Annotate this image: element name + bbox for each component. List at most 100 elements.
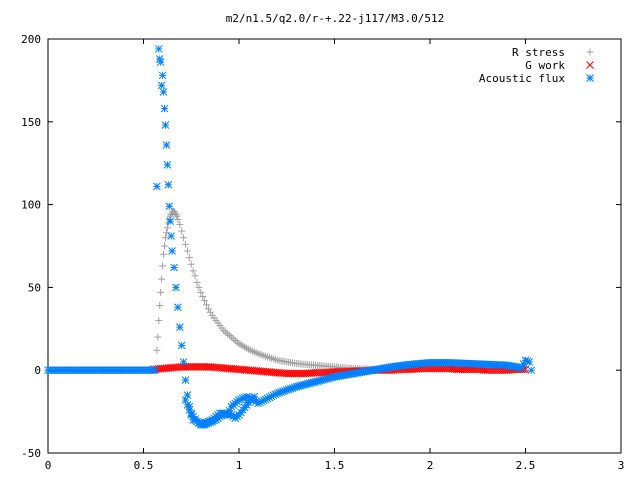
data-point-cross xyxy=(284,369,293,378)
y-tick-label: 150 xyxy=(21,116,41,129)
legend-marker-star xyxy=(586,74,594,82)
data-point-plus xyxy=(201,297,209,305)
series-baseline xyxy=(44,366,159,375)
y-tick-label: 200 xyxy=(21,33,41,46)
data-point-star xyxy=(179,358,188,366)
data-point-cross xyxy=(193,363,201,371)
data-point-star xyxy=(157,81,166,90)
x-tick-label: 1.5 xyxy=(325,459,345,472)
data-point-star xyxy=(166,217,175,226)
data-point-star xyxy=(165,202,174,211)
data-point-plus xyxy=(224,330,232,338)
legend-label: G work xyxy=(525,59,565,72)
data-point-plus xyxy=(153,346,161,354)
data-point-plus xyxy=(155,317,163,325)
data-point-star xyxy=(525,358,534,366)
data-point-cross xyxy=(313,368,322,377)
data-point-plus xyxy=(197,288,205,296)
data-point-star xyxy=(162,141,171,149)
data-point-cross xyxy=(195,363,203,371)
axes: 0 0.5 1 1.5 2 2.5 3 -50 0 50 100 150 200 xyxy=(21,33,624,472)
data-point-plus xyxy=(199,293,207,301)
data-point-plus xyxy=(160,250,168,258)
legend-marker-plus xyxy=(586,48,594,56)
x-tick-label: 2.5 xyxy=(516,459,536,472)
data-point-plus xyxy=(225,331,233,339)
data-point-cross xyxy=(191,363,199,371)
data-point-cross xyxy=(315,368,324,377)
data-point-plus xyxy=(172,211,180,219)
data-point-cross xyxy=(292,369,301,378)
x-tick-label: 0.5 xyxy=(134,459,154,472)
data-point-cross xyxy=(311,368,320,377)
data-point-plus xyxy=(154,333,162,341)
data-point-cross xyxy=(288,369,297,378)
data-point-plus xyxy=(222,328,230,336)
data-point-plus xyxy=(161,234,169,242)
data-point-star xyxy=(151,366,159,375)
data-point-cross xyxy=(196,363,205,371)
data-point-plus xyxy=(178,227,186,235)
data-point-plus xyxy=(185,254,193,262)
data-point-plus xyxy=(229,335,237,343)
y-tick-label: 0 xyxy=(34,364,41,377)
data-point-plus xyxy=(187,260,195,268)
data-point-star xyxy=(153,182,161,191)
data-point-cross xyxy=(200,363,209,371)
data-point-cross xyxy=(298,369,306,378)
data-point-star xyxy=(168,247,177,255)
data-point-cross xyxy=(202,363,211,371)
legend-label: Acoustic flux xyxy=(479,72,565,85)
x-tick-label: 0 xyxy=(45,459,52,472)
data-marks xyxy=(44,45,536,429)
data-point-plus xyxy=(203,301,211,309)
y-tick-label: -50 xyxy=(21,447,41,460)
data-point-cross xyxy=(189,363,198,371)
series-r-stress xyxy=(153,207,377,373)
data-point-cross xyxy=(286,369,295,378)
data-point-plus xyxy=(204,305,212,313)
data-point-cross xyxy=(296,369,304,378)
y-tick-label: 100 xyxy=(21,199,41,212)
data-point-star xyxy=(174,303,182,312)
data-point-star xyxy=(175,323,184,331)
legend-marker-cross xyxy=(586,61,594,69)
data-point-cross xyxy=(198,363,207,371)
data-point-star xyxy=(154,45,163,53)
data-point-plus xyxy=(158,275,166,283)
data-point-plus xyxy=(163,224,171,232)
data-point-star xyxy=(161,121,170,129)
data-point-star xyxy=(160,104,169,113)
data-point-plus xyxy=(176,220,184,228)
x-tick-label: 3 xyxy=(618,459,625,472)
data-point-cross xyxy=(454,365,463,374)
data-point-star xyxy=(177,341,186,350)
data-point-cross xyxy=(290,369,299,378)
data-point-plus xyxy=(157,288,165,296)
data-point-star xyxy=(172,283,180,292)
data-point-cross xyxy=(294,369,303,378)
data-point-cross xyxy=(185,363,194,371)
data-point-cross xyxy=(183,363,192,371)
data-point-plus xyxy=(173,212,181,220)
data-point-plus xyxy=(206,308,214,316)
data-point-cross xyxy=(282,369,291,378)
data-point-star xyxy=(250,392,259,401)
data-point-plus xyxy=(227,333,235,341)
y-tick-label: 50 xyxy=(28,281,41,294)
data-point-plus xyxy=(189,267,197,275)
data-point-star xyxy=(163,161,172,169)
data-point-star xyxy=(158,71,167,80)
plot-frame xyxy=(47,38,622,454)
data-point-plus xyxy=(231,336,239,344)
legend-label: R stress xyxy=(512,46,565,59)
data-point-star xyxy=(181,376,190,384)
data-point-cross xyxy=(317,368,325,377)
data-point-cross xyxy=(187,363,196,371)
data-point-plus xyxy=(193,278,201,286)
data-point-star xyxy=(527,366,536,375)
data-point-plus xyxy=(195,283,203,291)
data-point-plus xyxy=(180,234,188,242)
x-tick-label: 2 xyxy=(427,459,434,472)
